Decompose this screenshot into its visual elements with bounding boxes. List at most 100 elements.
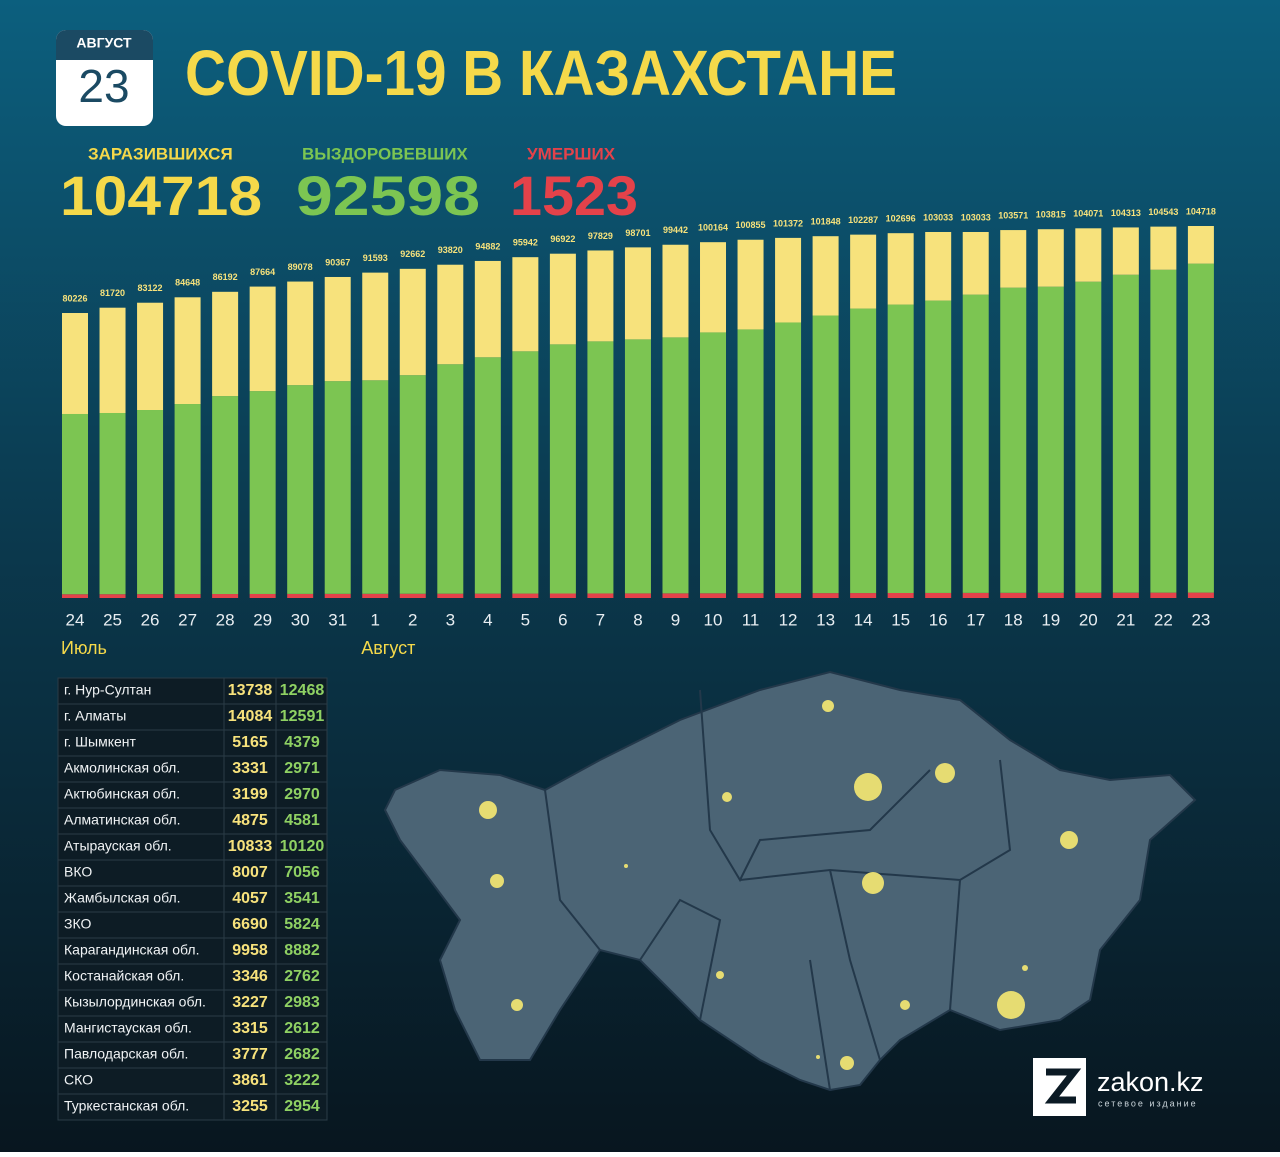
x-tick-label: 5	[521, 610, 530, 629]
region-name: Алматинская обл.	[64, 812, 181, 828]
bar-segment	[1075, 228, 1102, 282]
map	[383, 670, 1197, 1092]
region-recovered: 3222	[284, 1072, 320, 1089]
table-row	[57, 1015, 328, 1043]
region-infected: 3199	[232, 786, 268, 803]
total-label: 99442	[663, 225, 688, 235]
bar-segment	[249, 391, 276, 594]
total-label: 89078	[288, 262, 313, 272]
total-label: 94882	[475, 241, 500, 251]
table-row	[57, 963, 328, 991]
region-dot	[822, 700, 834, 712]
x-tick-label: 3	[446, 610, 455, 629]
x-tick-label: 27	[178, 610, 197, 629]
total-label: 92662	[400, 249, 425, 259]
region-infected: 9958	[232, 942, 268, 959]
region-dot	[624, 864, 628, 868]
bar-segment	[1075, 592, 1102, 598]
x-tick-label: 17	[966, 610, 985, 629]
region-dot	[840, 1056, 854, 1070]
total-label: 103033	[923, 212, 953, 222]
total-label: 100855	[736, 220, 766, 230]
table-row	[57, 755, 328, 783]
bar-segment	[99, 594, 126, 598]
bar-segment	[737, 593, 764, 598]
region-recovered: 7056	[284, 864, 320, 881]
x-tick-label: 13	[816, 610, 835, 629]
x-tick-label: 30	[291, 610, 310, 629]
bar-segment	[1187, 226, 1214, 264]
region-infected: 10833	[228, 838, 273, 855]
region-dot	[1022, 965, 1028, 971]
region-recovered: 10120	[280, 838, 325, 855]
stat-value: 1523	[510, 164, 638, 227]
total-label: 103815	[1036, 210, 1066, 220]
total-label: 81720	[100, 288, 125, 298]
bar-segment	[1112, 227, 1139, 275]
x-tick-label: 4	[483, 610, 492, 629]
x-tick-label: 11	[742, 610, 760, 629]
bar-segment	[99, 307, 126, 413]
bar-segment	[437, 264, 464, 365]
bar-segment	[474, 593, 501, 598]
bar-segment	[587, 250, 614, 342]
region-infected: 14084	[228, 708, 273, 725]
bar-segment	[737, 239, 764, 330]
region-name: Кызылординская обл.	[64, 994, 206, 1010]
region-recovered: 8882	[284, 942, 320, 959]
total-label: 84648	[175, 278, 200, 288]
bar-segment	[1150, 269, 1177, 593]
country-shape	[383, 670, 1197, 1092]
bar-segment	[1075, 281, 1102, 593]
region-infected: 3227	[232, 994, 268, 1011]
region-recovered: 2983	[284, 994, 320, 1011]
stat-label: ВЫЗДОРОВЕВШИХ	[302, 144, 468, 163]
region-dot	[900, 1000, 910, 1010]
region-name: Акмолинская обл.	[64, 760, 180, 776]
stat-value: 104718	[60, 164, 262, 227]
stat-value: 92598	[296, 164, 480, 227]
total-label: 104071	[1073, 209, 1103, 219]
logo-tagline: сетевое издание	[1098, 1098, 1198, 1108]
region-dot	[854, 773, 882, 801]
bar-segment	[212, 594, 239, 598]
region-dot	[816, 1055, 820, 1059]
bar-segment	[812, 593, 839, 598]
total-label: 104543	[1148, 207, 1178, 217]
region-infected: 3346	[232, 968, 268, 985]
region-name: СКО	[64, 1072, 93, 1088]
region-dot	[935, 763, 955, 783]
x-tick-label: 18	[1004, 610, 1023, 629]
region-infected: 8007	[232, 864, 268, 881]
total-label: 100164	[698, 223, 728, 233]
bar-segment	[249, 286, 276, 392]
region-infected: 5165	[232, 734, 268, 751]
table-row	[57, 833, 328, 861]
table-row	[57, 677, 328, 705]
x-tick-label: 2	[408, 610, 417, 629]
x-tick-label: 24	[66, 610, 85, 629]
bar-segment	[99, 412, 126, 595]
x-tick-label: 16	[929, 610, 948, 629]
bar-segment	[662, 593, 689, 598]
bar-segment	[399, 268, 426, 376]
bar-segment	[700, 593, 727, 598]
bar-segment	[362, 272, 389, 381]
table-row	[57, 1093, 328, 1121]
region-name: Туркестанская обл.	[64, 1098, 189, 1114]
region-name: г. Нур-Султан	[64, 682, 151, 698]
bar-segment	[287, 593, 314, 598]
bar-segment	[887, 233, 914, 305]
logo-name: zakon.kz	[1097, 1067, 1204, 1097]
region-infected: 4875	[232, 812, 268, 829]
bar-segment	[1000, 287, 1027, 593]
bar-segment	[1000, 230, 1027, 288]
region-infected: 3861	[232, 1072, 268, 1089]
bar-segment	[287, 385, 314, 594]
bar-segment	[1037, 592, 1064, 598]
total-label: 91593	[363, 253, 388, 263]
region-name: Костанайская обл.	[64, 968, 184, 984]
bar-segment	[1187, 592, 1214, 598]
bar-segment	[850, 234, 877, 309]
total-label: 101372	[773, 218, 803, 228]
